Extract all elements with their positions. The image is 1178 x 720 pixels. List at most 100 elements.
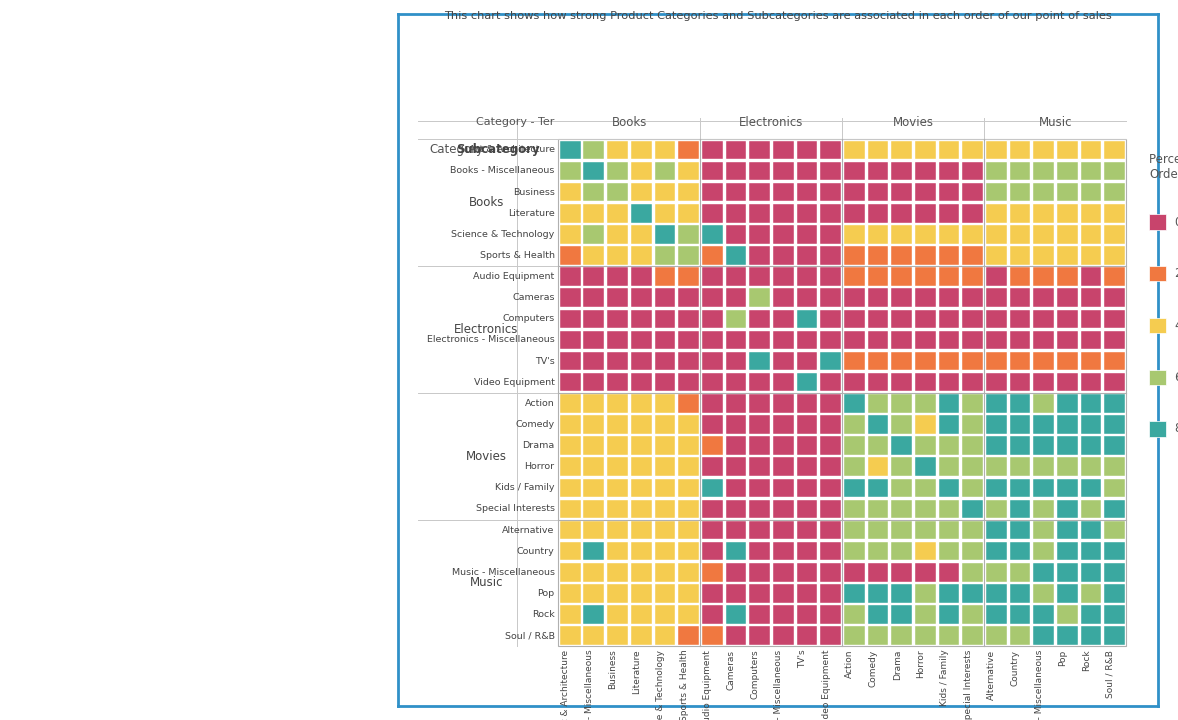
- Bar: [702, 563, 722, 582]
- Bar: [749, 626, 770, 645]
- Text: Sports & Health: Sports & Health: [479, 251, 555, 260]
- Bar: [679, 330, 699, 349]
- Point: [1031, 418, 1045, 426]
- Bar: [820, 289, 841, 307]
- Bar: [939, 352, 959, 370]
- Text: Electronics: Electronics: [455, 323, 518, 336]
- Bar: [843, 330, 865, 349]
- Bar: [843, 310, 865, 328]
- Bar: [962, 373, 984, 392]
- Text: Movies: Movies: [893, 115, 934, 129]
- Bar: [1033, 479, 1054, 497]
- Bar: [986, 500, 1007, 518]
- Bar: [892, 352, 912, 370]
- Bar: [1033, 606, 1054, 624]
- Bar: [1033, 352, 1054, 370]
- Bar: [583, 310, 604, 328]
- Bar: [939, 584, 959, 603]
- Bar: [892, 373, 912, 392]
- Text: Drama: Drama: [893, 649, 901, 680]
- Bar: [843, 542, 865, 560]
- Bar: [702, 204, 722, 222]
- Bar: [583, 183, 604, 202]
- Bar: [702, 140, 722, 159]
- Bar: [1057, 310, 1078, 328]
- Bar: [867, 162, 888, 180]
- Bar: [631, 352, 651, 370]
- Bar: [867, 225, 888, 243]
- Bar: [1057, 330, 1078, 349]
- Bar: [749, 289, 770, 307]
- Bar: [986, 542, 1007, 560]
- Bar: [915, 204, 935, 222]
- Bar: [892, 584, 912, 603]
- Bar: [892, 457, 912, 476]
- Point: [929, 176, 944, 185]
- Bar: [962, 521, 984, 539]
- Bar: [986, 606, 1007, 624]
- Bar: [560, 436, 581, 455]
- Bar: [773, 267, 794, 286]
- Bar: [655, 521, 675, 539]
- Bar: [962, 225, 984, 243]
- Bar: [867, 352, 888, 370]
- Text: 80% - 100%: 80% - 100%: [1174, 423, 1178, 436]
- Bar: [726, 140, 747, 159]
- Bar: [1104, 394, 1125, 413]
- Bar: [1104, 457, 1125, 476]
- Text: Sports & Health: Sports & Health: [680, 649, 689, 720]
- Point: [624, 418, 638, 426]
- Bar: [702, 267, 722, 286]
- Bar: [631, 246, 651, 265]
- Bar: [962, 500, 984, 518]
- Bar: [631, 330, 651, 349]
- Bar: [843, 394, 865, 413]
- Point: [828, 163, 842, 172]
- Bar: [607, 246, 628, 265]
- Bar: [1033, 246, 1054, 265]
- Bar: [702, 352, 722, 370]
- Bar: [915, 225, 935, 243]
- Text: Category: Category: [429, 143, 483, 156]
- Bar: [607, 521, 628, 539]
- Text: Video Equipment: Video Equipment: [474, 378, 555, 387]
- Point: [929, 163, 944, 172]
- Bar: [1080, 479, 1101, 497]
- Bar: [1057, 606, 1078, 624]
- Bar: [726, 584, 747, 603]
- Bar: [749, 436, 770, 455]
- Bar: [796, 140, 818, 159]
- Text: TV's: TV's: [535, 356, 555, 366]
- Bar: [1080, 542, 1101, 560]
- Bar: [915, 521, 935, 539]
- Bar: [867, 310, 888, 328]
- Bar: [962, 310, 984, 328]
- Bar: [915, 436, 935, 455]
- Text: Horror: Horror: [524, 462, 555, 471]
- Bar: [1010, 289, 1031, 307]
- Bar: [939, 542, 959, 560]
- Bar: [726, 542, 747, 560]
- Bar: [726, 626, 747, 645]
- Bar: [820, 626, 841, 645]
- Bar: [843, 606, 865, 624]
- Bar: [1010, 606, 1031, 624]
- Bar: [607, 289, 628, 307]
- Bar: [986, 415, 1007, 433]
- Text: 40% - 60%: 40% - 60%: [1174, 319, 1178, 332]
- Bar: [1033, 542, 1054, 560]
- Text: Video Equipment: Video Equipment: [821, 649, 830, 720]
- Bar: [583, 246, 604, 265]
- Bar: [820, 183, 841, 202]
- Bar: [726, 225, 747, 243]
- Bar: [796, 183, 818, 202]
- Bar: [655, 183, 675, 202]
- Bar: [1104, 479, 1125, 497]
- Bar: [796, 563, 818, 582]
- Bar: [702, 584, 722, 603]
- Bar: [749, 479, 770, 497]
- Bar: [1033, 183, 1054, 202]
- Bar: [939, 521, 959, 539]
- Bar: [1080, 584, 1101, 603]
- Bar: [607, 352, 628, 370]
